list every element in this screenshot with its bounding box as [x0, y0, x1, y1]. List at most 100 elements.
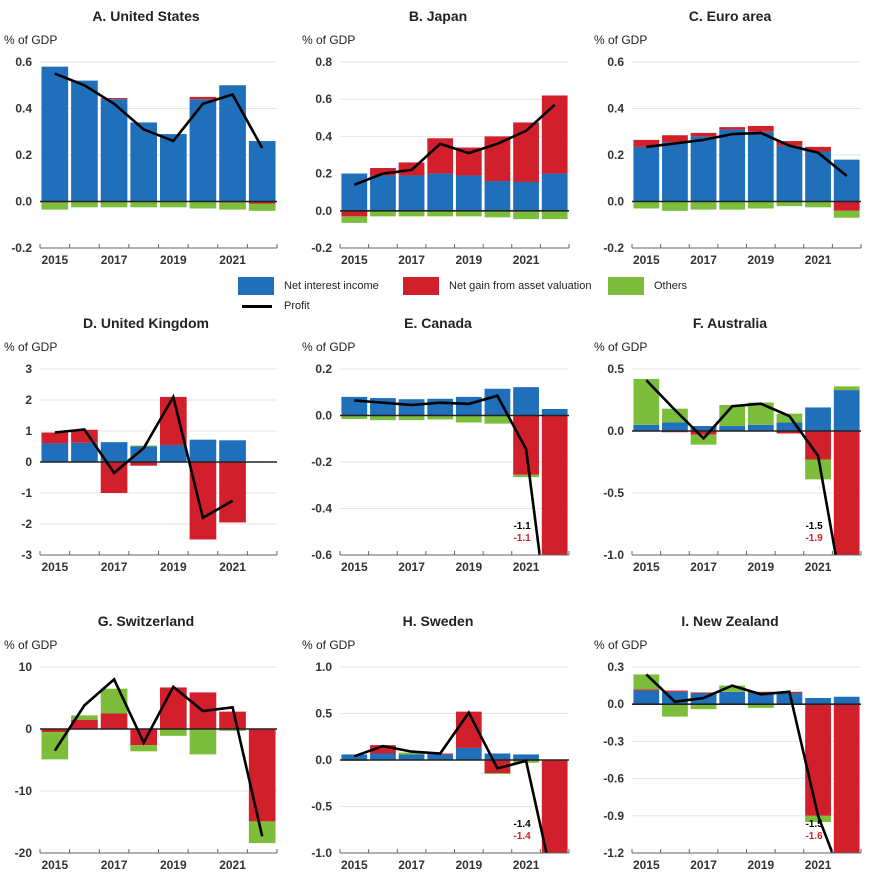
x-tick-label: 2017	[101, 858, 128, 872]
bar-net-interest	[485, 753, 511, 760]
bar-net-interest	[41, 443, 68, 462]
x-tick-label: 2021	[805, 253, 832, 267]
bar-net-interest	[513, 182, 539, 211]
bar-net-interest	[249, 141, 276, 201]
x-tick-label: 2015	[41, 560, 68, 574]
bar-net-interest	[456, 175, 482, 210]
bar-net-interest	[485, 181, 511, 211]
bar-asset-valuation	[219, 712, 246, 729]
bar-net-interest	[719, 129, 745, 201]
y-tick-label: 0.4	[607, 102, 624, 116]
bar-others	[748, 402, 774, 424]
bar-others	[71, 202, 98, 208]
annotation-profit: -1.5	[805, 819, 823, 830]
y-tick-label: 0.2	[315, 362, 332, 376]
y-tick-label: -0.6	[311, 548, 332, 562]
bar-others	[101, 202, 128, 208]
bar-others	[834, 211, 860, 218]
profit-line	[55, 679, 262, 836]
bar-net-interest	[427, 399, 453, 416]
bar-others	[130, 202, 157, 208]
bar-net-interest	[341, 174, 367, 211]
y-tick-label: 0	[25, 722, 32, 736]
plot-area	[41, 397, 245, 540]
x-tick-label: 2017	[690, 858, 717, 872]
x-tick-label: 2017	[690, 560, 717, 574]
bar-asset-valuation	[691, 133, 717, 136]
y-tick-label: 0.2	[15, 148, 32, 162]
y-tick-label: -3	[21, 548, 32, 562]
legend-label-profit: Profit	[284, 300, 310, 312]
y-tick-label: -0.6	[603, 772, 624, 786]
legend-swatch-others	[608, 277, 644, 295]
bar-asset-valuation	[542, 760, 568, 890]
legend-item-net-interest: Net interest income	[238, 277, 379, 295]
y-tick-label: -1.0	[603, 548, 624, 562]
bar-others	[160, 729, 187, 736]
bar-net-interest	[219, 85, 246, 201]
y-tick-label: 0.8	[315, 55, 332, 69]
bar-net-interest	[456, 748, 482, 760]
y-tick-label: 3	[25, 362, 32, 376]
bar-asset-valuation	[249, 729, 276, 821]
bar-net-interest	[748, 132, 774, 202]
bar-net-interest	[370, 175, 396, 210]
bar-asset-valuation	[719, 127, 745, 129]
x-tick-label: 2017	[690, 253, 717, 267]
bar-net-interest	[834, 390, 860, 431]
x-tick-label: 2015	[41, 858, 68, 872]
x-tick-label: 2015	[633, 560, 660, 574]
bar-net-interest	[513, 754, 539, 760]
bar-net-interest	[219, 440, 246, 462]
bar-asset-valuation	[101, 714, 128, 730]
bar-net-interest	[427, 754, 453, 760]
bar-asset-valuation	[542, 416, 568, 598]
y-tick-label: -0.2	[311, 455, 332, 469]
bar-others	[130, 745, 157, 751]
x-tick-label: 2015	[41, 253, 68, 267]
y-tick-label: 0.0	[315, 204, 332, 218]
bar-others	[160, 202, 187, 208]
y-tick-label: 0.4	[15, 102, 32, 116]
x-tick-label: 2019	[160, 253, 187, 267]
bar-others	[662, 202, 688, 211]
bar-net-interest	[399, 399, 425, 415]
x-tick-label: 2019	[747, 253, 774, 267]
plot-area	[341, 95, 567, 222]
bar-net-interest	[805, 698, 831, 704]
bar-others	[542, 211, 568, 219]
bar-asset-valuation	[41, 433, 68, 444]
bar-net-interest	[777, 146, 803, 202]
bar-others	[427, 211, 453, 217]
bar-asset-valuation	[633, 689, 659, 690]
annotation-profit: -1.1	[513, 521, 531, 532]
bar-net-interest	[399, 754, 425, 760]
bar-net-interest	[542, 409, 568, 416]
bar-others	[190, 202, 217, 209]
annotation-net-gain-from-asset-valuation: -1.1	[513, 533, 531, 544]
plot-area	[41, 67, 275, 211]
bar-net-interest	[160, 134, 187, 201]
bar-net-interest	[691, 136, 717, 201]
y-tick-label: 2	[25, 393, 32, 407]
x-tick-label: 2019	[160, 560, 187, 574]
y-tick-label: 0.6	[315, 92, 332, 106]
x-tick-label: 2015	[341, 858, 368, 872]
x-tick-label: 2021	[219, 560, 246, 574]
y-tick-label: 0.0	[315, 753, 332, 767]
x-tick-label: 2021	[805, 560, 832, 574]
bar-net-interest	[41, 67, 68, 202]
y-tick-label: -1	[21, 486, 32, 500]
y-tick-label: -1.0	[311, 846, 332, 860]
x-tick-label: 2017	[398, 253, 425, 267]
y-tick-label: 0.2	[607, 148, 624, 162]
